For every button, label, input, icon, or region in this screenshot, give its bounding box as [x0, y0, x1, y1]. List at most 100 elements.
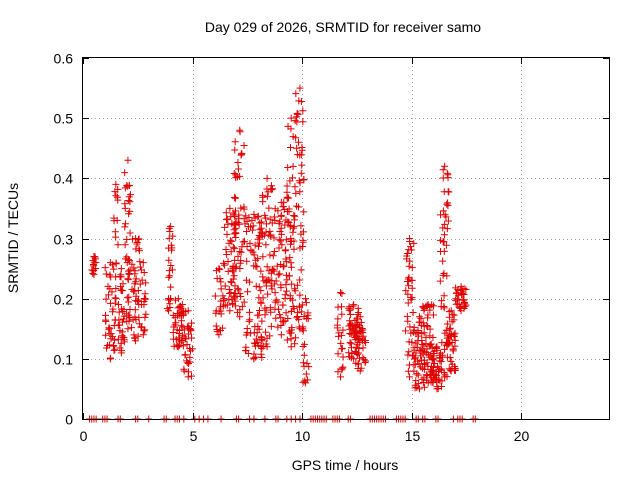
data-point	[178, 331, 186, 339]
data-point	[181, 351, 189, 359]
data-point	[250, 355, 258, 363]
data-point	[262, 241, 270, 249]
data-point	[293, 314, 301, 322]
data-point	[300, 208, 308, 216]
data-point	[230, 272, 238, 280]
data-point	[359, 332, 367, 340]
data-point	[260, 231, 268, 239]
data-point	[405, 338, 413, 346]
data-point	[277, 284, 285, 292]
data-point	[171, 314, 179, 322]
data-point	[184, 307, 192, 315]
data-point	[177, 338, 185, 346]
data-point	[256, 306, 264, 314]
data-point	[117, 349, 125, 357]
data-point	[406, 257, 414, 265]
data-point	[165, 256, 173, 264]
data-point	[287, 114, 295, 122]
data-point	[345, 304, 353, 312]
data-point	[443, 320, 451, 328]
data-point	[407, 243, 415, 251]
data-point	[414, 371, 422, 379]
data-point	[114, 335, 122, 343]
data-point	[441, 220, 449, 228]
data-point	[287, 343, 295, 351]
data-point	[287, 125, 295, 133]
data-point	[434, 367, 442, 375]
data-point	[296, 303, 304, 311]
data-point	[220, 295, 228, 303]
data-point	[405, 273, 413, 281]
data-point	[275, 244, 283, 252]
data-point	[269, 252, 277, 260]
data-point	[251, 323, 259, 331]
data-point	[267, 322, 275, 330]
data-point	[439, 174, 447, 182]
data-point	[442, 213, 450, 221]
data-point	[236, 247, 244, 255]
data-point	[211, 292, 219, 300]
data-point	[142, 310, 150, 318]
data-point	[416, 363, 424, 371]
data-point	[240, 203, 248, 211]
data-point	[168, 266, 176, 274]
data-point	[350, 355, 358, 363]
data-point	[359, 344, 367, 352]
data-point	[402, 327, 410, 335]
data-point	[412, 349, 420, 357]
data-point	[423, 359, 431, 367]
data-point	[444, 171, 452, 179]
data-points	[86, 84, 479, 423]
data-point	[277, 314, 285, 322]
data-point	[166, 272, 174, 280]
data-point	[216, 275, 224, 283]
data-point	[299, 118, 307, 126]
data-point	[228, 278, 236, 286]
data-point	[231, 194, 239, 202]
data-point	[237, 257, 245, 265]
data-point	[430, 302, 438, 310]
data-point	[438, 366, 446, 374]
data-point	[299, 325, 307, 333]
data-point	[296, 276, 304, 284]
data-point	[112, 284, 120, 292]
data-point	[247, 246, 255, 254]
data-point	[136, 263, 144, 271]
data-point	[229, 243, 237, 251]
data-point	[418, 337, 426, 345]
data-point	[436, 277, 444, 285]
data-point	[222, 246, 230, 254]
data-point	[186, 347, 194, 355]
data-point	[111, 228, 119, 236]
data-point	[224, 220, 232, 228]
data-point	[296, 291, 304, 299]
data-point	[237, 248, 245, 256]
data-point	[215, 265, 223, 273]
data-point	[245, 308, 253, 316]
data-point	[302, 299, 310, 307]
y-tick-label: 0.5	[54, 111, 74, 127]
data-point	[240, 142, 248, 150]
data-point	[294, 203, 302, 211]
data-point	[451, 342, 459, 350]
data-point	[125, 293, 133, 301]
data-point	[347, 344, 355, 352]
data-point	[424, 351, 432, 359]
data-point	[138, 276, 146, 284]
data-point	[443, 272, 451, 280]
data-point	[426, 332, 434, 340]
data-point	[352, 349, 360, 357]
data-point	[424, 379, 432, 387]
data-point	[254, 212, 262, 220]
data-point	[275, 236, 283, 244]
data-point	[334, 350, 342, 358]
data-point	[406, 373, 414, 381]
data-point	[334, 315, 342, 323]
data-point	[183, 323, 191, 331]
data-point	[175, 303, 183, 311]
data-point	[445, 188, 453, 196]
data-point	[123, 294, 131, 302]
data-point	[272, 277, 280, 285]
data-point	[187, 327, 195, 335]
data-point	[136, 258, 144, 266]
